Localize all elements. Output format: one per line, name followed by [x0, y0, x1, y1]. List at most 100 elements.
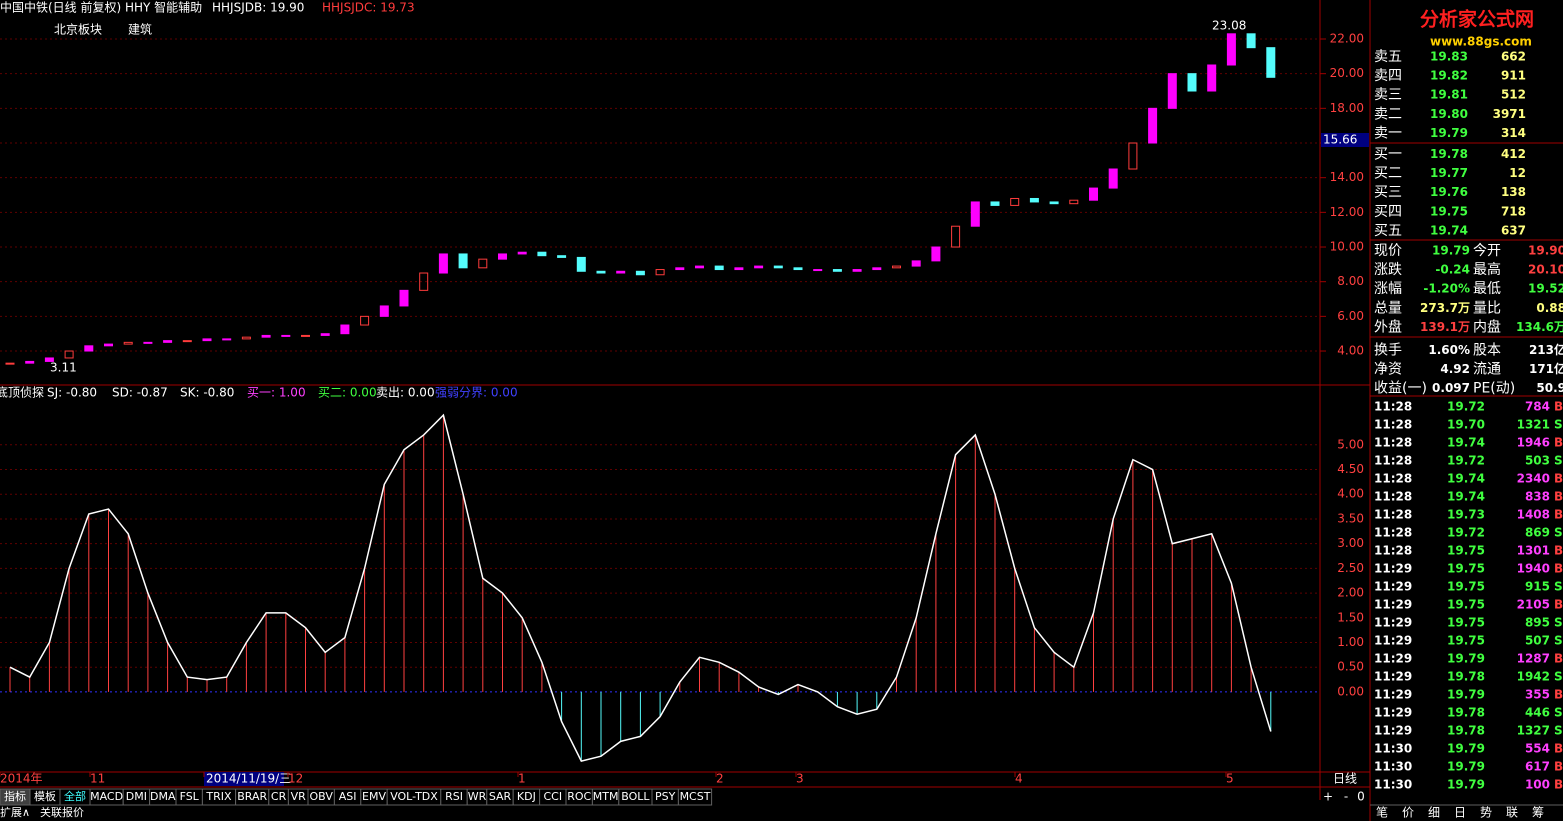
tick-time: 11:29	[1374, 706, 1412, 720]
tab-label[interactable]: 扩展∧	[0, 805, 30, 819]
tick-volume: 2105	[1517, 598, 1550, 612]
formula-value: HHJSJDC: 19.73	[322, 1, 415, 15]
tab-label[interactable]: ASI	[339, 790, 357, 803]
candle	[104, 343, 113, 347]
y-tick-label: 2.00	[1337, 586, 1364, 600]
tab-label[interactable]: SAR	[489, 790, 512, 803]
period[interactable]: 日线	[1333, 772, 1357, 786]
tab-label[interactable]: WR	[468, 790, 487, 803]
candle	[1226, 33, 1236, 66]
candle	[1128, 142, 1138, 170]
candle	[754, 265, 764, 269]
tick-price: 19.79	[1447, 742, 1485, 756]
quote-value: -1.20%	[1423, 282, 1470, 296]
tab-label[interactable]: TRIX	[205, 790, 232, 803]
tab-label[interactable]: 全部	[64, 789, 86, 803]
tab-label[interactable]: BOLL	[621, 790, 650, 803]
quote-value: 134.6万	[1516, 320, 1563, 334]
tab-label[interactable]: CCI	[543, 790, 562, 803]
tab-label[interactable]: RSI	[445, 790, 463, 803]
candle	[1187, 73, 1197, 92]
y-tick-label: 22.00	[1330, 32, 1364, 46]
quote-label: PE(动)	[1473, 381, 1515, 397]
legend-item: 卖出: 0.00	[376, 386, 435, 400]
tab-label[interactable]: EMV	[362, 790, 386, 803]
candle	[852, 269, 862, 272]
y-tick-label: 0.50	[1337, 660, 1364, 674]
candle	[143, 341, 153, 344]
side-tab[interactable]: 细	[1428, 806, 1440, 820]
book-label: 卖一	[1374, 125, 1402, 141]
tab-label[interactable]: CR	[271, 790, 287, 803]
tab-label[interactable]: BRAR	[237, 790, 267, 803]
legend-item: 强弱分界: 0.00	[435, 386, 518, 400]
y-tick-label: 4.50	[1337, 462, 1364, 476]
tick-volume: 1942	[1517, 670, 1550, 684]
quote-label: 股本	[1473, 343, 1501, 359]
quote-value: 19.52	[1528, 282, 1563, 296]
tab-label[interactable]: VR	[291, 790, 307, 803]
candle	[261, 334, 271, 338]
candle	[537, 251, 547, 257]
tab-label[interactable]: MTM	[593, 790, 619, 803]
side-tab[interactable]: 笔	[1376, 805, 1388, 820]
cursor-box	[1321, 133, 1369, 147]
tab-label[interactable]: 关联报价	[40, 805, 84, 819]
candle	[1089, 187, 1098, 201]
tab[interactable]	[677, 788, 713, 806]
tab-label[interactable]: KDJ	[517, 790, 536, 803]
tab-label[interactable]: 指标	[4, 789, 26, 803]
side-tab[interactable]: 势	[1480, 806, 1492, 820]
book-volume: 138	[1501, 185, 1526, 199]
tab-label[interactable]: DMI	[126, 790, 147, 803]
side-tab[interactable]: 联	[1506, 806, 1518, 820]
tick-price: 19.75	[1447, 598, 1485, 612]
tick-volume: 1327	[1517, 724, 1550, 738]
date-label: 3	[796, 772, 804, 786]
quote-label: 流通	[1473, 362, 1501, 378]
tick-price: 19.74	[1447, 490, 1485, 504]
tab-label[interactable]: DMA	[150, 790, 176, 803]
tab-label[interactable]: ROC	[567, 790, 591, 803]
quote-label: 外盘	[1374, 318, 1402, 335]
tab-label[interactable]: PSY	[655, 790, 676, 803]
candle	[1049, 201, 1059, 205]
candle	[951, 225, 961, 248]
tab-label[interactable]: MCST	[680, 790, 711, 803]
tick-time: 11:28	[1374, 418, 1412, 432]
candle	[1069, 199, 1079, 205]
tab-label[interactable]: MACD	[90, 790, 123, 803]
quote-label: 换手	[1374, 342, 1402, 359]
quote-value: 19.79	[1432, 244, 1470, 258]
sector[interactable]: 北京板块	[54, 23, 102, 37]
tick-volume: 617	[1525, 760, 1550, 774]
candle	[1167, 73, 1177, 109]
candle	[399, 289, 409, 307]
y-tick-label: 1.00	[1337, 635, 1364, 649]
tick-volume: 507	[1525, 634, 1550, 648]
candle	[182, 340, 192, 343]
tab-label[interactable]: FSL	[180, 790, 200, 803]
book-label: 买五	[1374, 223, 1402, 239]
industry[interactable]: 建筑	[128, 22, 152, 37]
tab-label[interactable]: VOL-TDX	[390, 790, 438, 803]
tab-label[interactable]: OBV	[309, 790, 333, 803]
y-tick-label: 6.00	[1337, 309, 1364, 323]
book-price: 19.76	[1430, 185, 1468, 199]
side-tab[interactable]: 日	[1454, 806, 1466, 820]
candle	[1029, 197, 1039, 203]
tab-label[interactable]: 模板	[34, 789, 56, 803]
candle	[872, 267, 882, 271]
quote-value: 50.9	[1536, 381, 1563, 395]
side-tab[interactable]: 价	[1402, 806, 1414, 820]
zoom-control[interactable]: -	[1344, 790, 1348, 804]
y-tick-label: 18.00	[1330, 101, 1364, 115]
formula-value: HHJSJDB: 19.90	[212, 1, 304, 15]
zoom-control[interactable]: +	[1323, 790, 1333, 804]
side-tab[interactable]: 筹	[1532, 806, 1544, 820]
quote-value: 171亿	[1529, 361, 1563, 376]
candle	[498, 253, 507, 260]
zoom-control[interactable]: 0	[1357, 790, 1365, 804]
